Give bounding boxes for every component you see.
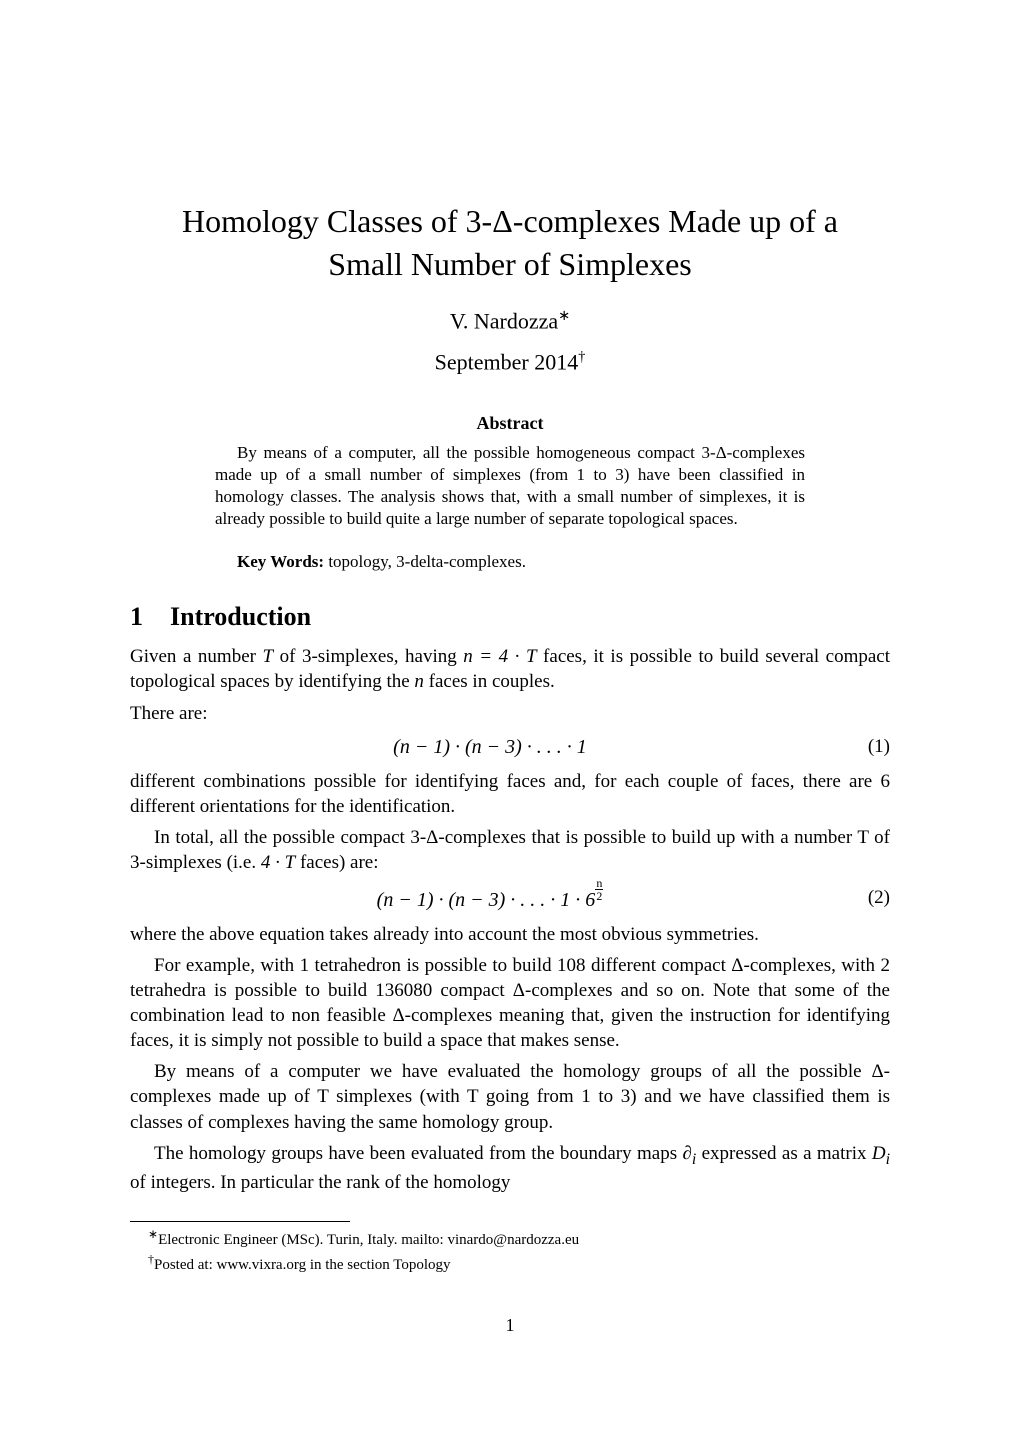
paragraph-7: The homology groups have been evaluated … — [130, 1141, 890, 1196]
keywords-label: Key Words: — [237, 552, 324, 571]
frac-num: n — [595, 877, 603, 890]
abstract-body: By means of a computer, all the possible… — [215, 442, 805, 530]
keywords-text: topology, 3-delta-complexes. — [324, 552, 526, 571]
sym-T: T — [262, 646, 273, 667]
page-number: 1 — [130, 1315, 890, 1336]
paragraph-3: In total, all the possible compact 3-Δ-c… — [130, 825, 890, 875]
date-text: September 2014 — [435, 349, 579, 374]
paragraph-4: where the above equation takes already i… — [130, 922, 890, 947]
eq2-exponent-frac: n2 — [595, 877, 603, 902]
section-1-heading: 1Introduction — [130, 602, 890, 632]
keywords-line: Key Words: topology, 3-delta-complexes. — [215, 552, 805, 572]
section-1-number: 1 — [130, 602, 170, 632]
para1-text-b: of 3-simplexes, having — [273, 646, 463, 667]
equation-1: (n − 1) · (n − 3) · . . . · 1 (1) — [130, 736, 890, 759]
sym-D: D — [872, 1143, 886, 1164]
page: Homology Classes of 3-Δ-complexes Made u… — [0, 0, 1020, 1396]
sym-n: n — [414, 671, 424, 692]
equation-2: (n − 1) · (n − 3) · . . . · 1 · 6n2 (2) — [130, 885, 890, 912]
paragraph-6: By means of a computer we have evaluated… — [130, 1059, 890, 1134]
para3-text-a: In total, all the possible compact 3-Δ-c… — [130, 827, 890, 873]
paragraph-1b: There are: — [130, 701, 890, 726]
author-footnote-mark: ∗ — [558, 308, 570, 324]
footnote-1: ∗Electronic Engineer (MSc). Turin, Italy… — [130, 1226, 890, 1250]
footnote-2: †Posted at: www.vixra.org in the section… — [130, 1251, 890, 1275]
paper-title: Homology Classes of 3-Δ-complexes Made u… — [130, 200, 890, 286]
equation-2-number: (2) — [850, 887, 890, 909]
date-footnote-mark: † — [578, 349, 585, 365]
footnote-rule — [130, 1221, 350, 1222]
author-name: V. Nardozza — [450, 309, 558, 334]
paragraph-5: For example, with 1 tetrahedron is possi… — [130, 953, 890, 1053]
para7-text-c: of integers. In particular the rank of t… — [130, 1172, 510, 1193]
frac-den: 2 — [595, 890, 603, 902]
title-line-2: Small Number of Simplexes — [328, 246, 692, 282]
sym-D-sub: i — [886, 1150, 890, 1167]
author-line: V. Nardozza∗ — [130, 308, 890, 334]
para7-text-a: The homology groups have been evaluated … — [154, 1143, 682, 1164]
sym-4T: 4 · T — [261, 852, 295, 873]
para1-text-a: Given a number — [130, 646, 262, 667]
equation-2-body: (n − 1) · (n − 3) · . . . · 1 · 6n2 — [130, 885, 850, 912]
date-line: September 2014† — [130, 349, 890, 375]
title-line-1: Homology Classes of 3-Δ-complexes Made u… — [182, 203, 838, 239]
footnote-1-text: Electronic Engineer (MSc). Turin, Italy.… — [158, 1232, 579, 1248]
para7-text-b: expressed as a matrix — [696, 1143, 872, 1164]
equation-1-number: (1) — [850, 736, 890, 758]
para1-text-d: faces in couples. — [424, 671, 555, 692]
sym-n-eq: n = 4 · T — [463, 646, 536, 667]
sym-partial: ∂ — [682, 1143, 691, 1164]
abstract-text: By means of a computer, all the possible… — [215, 443, 805, 528]
eq2-text: (n − 1) · (n − 3) · . . . · 1 · 6 — [377, 889, 596, 911]
section-1-title: Introduction — [170, 602, 311, 631]
footnote-1-mark: ∗ — [148, 1227, 158, 1241]
para3-text-b: faces) are: — [295, 852, 378, 873]
eq1-text: (n − 1) · (n − 3) · . . . · 1 — [393, 736, 587, 758]
abstract-heading: Abstract — [130, 413, 890, 434]
footnote-2-text: Posted at: www.vixra.org in the section … — [154, 1257, 451, 1273]
paragraph-2: different combinations possible for iden… — [130, 769, 890, 819]
paragraph-1: Given a number T of 3-simplexes, having … — [130, 644, 890, 694]
equation-1-body: (n − 1) · (n − 3) · . . . · 1 — [130, 736, 850, 759]
